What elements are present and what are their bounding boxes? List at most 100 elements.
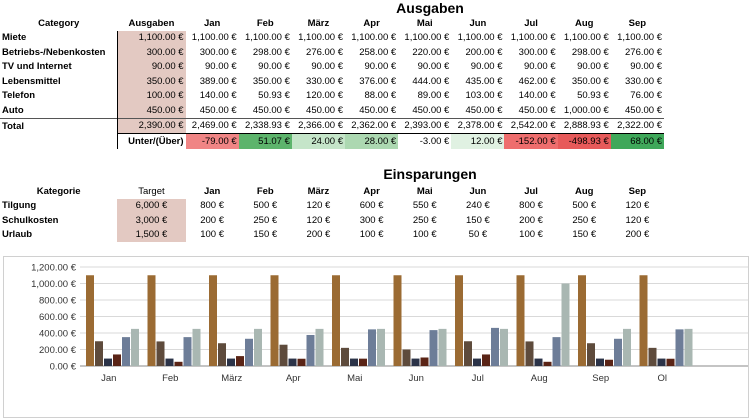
bar[interactable] — [552, 337, 561, 366]
expense-budget-cell[interactable]: 350.00 € — [117, 74, 186, 89]
bar[interactable] — [420, 357, 429, 366]
difference-cell[interactable]: 68.00 € — [610, 133, 664, 149]
bar[interactable] — [587, 343, 595, 366]
savings-value-cell[interactable]: 250 € — [572, 214, 597, 226]
bar[interactable] — [473, 358, 481, 366]
bar[interactable] — [245, 338, 253, 366]
difference-cell[interactable]: 51.07 € — [238, 133, 292, 149]
savings-category-cell[interactable]: Urlaub — [2, 229, 33, 241]
savings-value-cell[interactable]: 100 € — [412, 229, 437, 241]
expense-budget-cell[interactable]: 1,100.00 € — [117, 30, 186, 45]
bar[interactable] — [113, 354, 121, 366]
bar[interactable] — [122, 337, 130, 366]
savings-target-cell[interactable]: 3,000 € — [117, 213, 186, 228]
bar[interactable] — [350, 358, 358, 366]
expense-value-cell[interactable]: 298.00 € — [571, 46, 609, 58]
expense-value-cell[interactable]: 140.00 € — [199, 90, 237, 102]
expense-value-cell[interactable]: 90.00 € — [577, 61, 609, 73]
expense-value-cell[interactable]: 90.00 € — [417, 61, 450, 73]
savings-value-cell[interactable]: 120 € — [306, 200, 331, 212]
bar[interactable] — [455, 275, 463, 366]
expense-value-cell[interactable]: 330.00 € — [306, 75, 344, 87]
difference-cell[interactable]: 24.00 € — [291, 133, 346, 149]
difference-cell[interactable]: -152.00 € — [504, 133, 558, 149]
bar[interactable] — [464, 341, 472, 366]
savings-value-cell[interactable]: 120 € — [625, 200, 650, 212]
expense-value-cell[interactable]: 2,378.00 € — [451, 117, 505, 134]
bar[interactable] — [482, 354, 490, 366]
savings-value-cell[interactable]: 600 € — [359, 200, 384, 212]
savings-value-cell[interactable]: 200 € — [519, 214, 543, 226]
savings-value-cell[interactable]: 300 € — [359, 214, 384, 226]
savings-value-cell[interactable]: 200 € — [625, 229, 650, 241]
expense-value-cell[interactable]: 450.00 € — [412, 104, 450, 116]
expense-budget-cell[interactable]: 100.00 € — [117, 88, 186, 103]
bar[interactable] — [147, 275, 156, 366]
bar[interactable] — [516, 275, 525, 366]
savings-value-cell[interactable]: 240 € — [466, 200, 490, 212]
expense-value-cell[interactable]: 258.00 € — [359, 46, 397, 58]
savings-value-cell[interactable]: 250 € — [412, 214, 437, 226]
expense-value-cell[interactable]: 2,366.00 € — [291, 117, 346, 134]
bar[interactable] — [359, 358, 367, 366]
expense-value-cell[interactable]: 90.00 € — [205, 61, 237, 73]
bar[interactable] — [174, 361, 183, 366]
expense-value-cell[interactable]: 300.00 € — [518, 46, 556, 58]
expense-value-cell[interactable]: 2,322.00 € — [610, 117, 664, 134]
difference-cell[interactable]: -3.00 € — [398, 133, 452, 149]
expense-value-cell[interactable]: 450.00 € — [465, 104, 503, 116]
bar[interactable] — [332, 275, 340, 366]
expense-value-cell[interactable]: 90.00 € — [523, 61, 556, 73]
savings-value-cell[interactable]: 800 € — [519, 200, 543, 212]
bar[interactable] — [491, 327, 499, 366]
bar[interactable] — [543, 361, 552, 366]
bar[interactable] — [402, 349, 411, 367]
expense-value-cell[interactable]: 120.00 € — [306, 90, 344, 102]
bar[interactable] — [209, 275, 217, 366]
expense-value-cell[interactable]: 2,362.00 € — [345, 117, 399, 134]
bar[interactable] — [254, 328, 262, 366]
expense-value-cell[interactable]: 450.00 € — [199, 104, 237, 116]
expense-value-cell[interactable]: 90.00 € — [630, 61, 662, 73]
bar[interactable] — [165, 358, 174, 366]
expense-value-cell[interactable]: 76.00 € — [630, 90, 662, 102]
expense-value-cell[interactable]: 1,100.00 € — [510, 32, 556, 44]
expense-value-cell[interactable]: 298.00 € — [252, 46, 290, 58]
bar[interactable] — [95, 341, 103, 366]
bar[interactable] — [368, 329, 376, 366]
expense-value-cell[interactable]: 1,100.00 € — [563, 32, 609, 44]
savings-value-cell[interactable]: 250 € — [253, 214, 278, 226]
savings-value-cell[interactable]: 150 € — [253, 229, 278, 241]
bar[interactable] — [218, 343, 226, 366]
savings-value-cell[interactable]: 150 € — [572, 229, 597, 241]
expense-category-cell[interactable]: Lebensmittel — [0, 74, 118, 89]
expense-budget-cell[interactable]: 90.00 € — [117, 59, 186, 74]
difference-cell[interactable]: -498.93 € — [557, 133, 611, 149]
expense-value-cell[interactable]: 350.00 € — [571, 75, 609, 87]
bar[interactable] — [614, 338, 622, 366]
bar[interactable] — [623, 328, 631, 366]
expense-value-cell[interactable]: 90.00 € — [258, 61, 290, 73]
savings-value-cell[interactable]: 200 € — [200, 214, 225, 226]
difference-cell[interactable]: -79.00 € — [185, 133, 239, 149]
bar[interactable] — [596, 358, 604, 366]
expense-value-cell[interactable]: 1,100.00 € — [404, 32, 450, 44]
bar[interactable] — [429, 330, 438, 366]
expense-value-cell[interactable]: 2,542.00 € — [504, 117, 558, 134]
bar[interactable] — [86, 275, 94, 366]
expense-value-cell[interactable]: 450.00 € — [359, 104, 397, 116]
expense-budget-cell[interactable]: 300.00 € — [117, 45, 186, 60]
expense-value-cell[interactable]: 1,100.00 € — [244, 32, 290, 44]
expense-value-cell[interactable]: 140.00 € — [518, 90, 556, 102]
expense-value-cell[interactable]: 200.00 € — [465, 46, 503, 58]
difference-cell[interactable]: 28.00 € — [345, 133, 399, 149]
expense-value-cell[interactable]: 450.00 € — [625, 104, 662, 116]
expense-value-cell[interactable]: 435.00 € — [465, 75, 503, 87]
bar[interactable] — [315, 328, 324, 366]
savings-value-cell[interactable]: 500 € — [572, 200, 597, 212]
difference-cell[interactable]: 12.00 € — [451, 133, 505, 149]
expense-value-cell[interactable]: 389.00 € — [199, 75, 237, 87]
expense-value-cell[interactable]: 276.00 € — [625, 46, 662, 58]
expense-category-cell[interactable]: Miete — [0, 30, 118, 45]
expense-value-cell[interactable]: 90.00 € — [311, 61, 344, 73]
